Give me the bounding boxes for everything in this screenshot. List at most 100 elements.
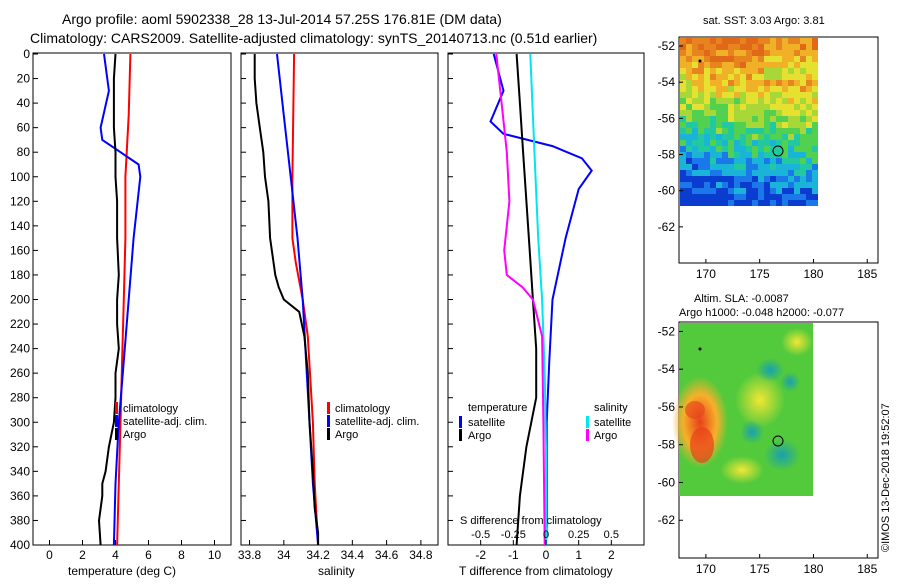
sst-cell [752, 158, 758, 164]
sst-cell [764, 134, 770, 140]
sst-cell [746, 44, 752, 50]
sst-cell [764, 80, 770, 86]
sst-cell [692, 68, 698, 74]
sst-cell [746, 38, 752, 44]
sst-cell [680, 200, 686, 206]
sst-cell [686, 182, 692, 188]
sst-cell [782, 44, 788, 50]
sst-cell [770, 128, 776, 134]
sst-cell [680, 134, 686, 140]
difference-s-tick-label: 0.5 [604, 529, 619, 541]
sst-cell [728, 158, 734, 164]
map-lon-tick-label: 180 [803, 562, 823, 576]
sst-cell [734, 92, 740, 98]
sst-cell [704, 86, 710, 92]
sst-cell [752, 38, 758, 44]
sst-cell [758, 122, 764, 128]
sst-cell [710, 140, 716, 146]
sst-cell [776, 164, 782, 170]
legend-swatch-satellite-adj [115, 415, 118, 427]
sst-cell [686, 38, 692, 44]
sst-cell [692, 80, 698, 86]
sst-cell [716, 62, 722, 68]
sst-cell [686, 62, 692, 68]
map-lon-tick-label: 170 [696, 267, 716, 281]
series-line-argo [253, 54, 320, 545]
sst-cell [710, 116, 716, 122]
sst-cell [788, 176, 794, 182]
sst-cell [776, 134, 782, 140]
sst-cell [686, 152, 692, 158]
sst-cell [812, 110, 818, 116]
sst-cell [722, 152, 728, 158]
sst-cell [710, 56, 716, 62]
sst-cell [686, 128, 692, 134]
sst-cell [806, 62, 812, 68]
sst-cell [812, 86, 818, 92]
sst-cell [770, 62, 776, 68]
sla-map-axes: 170 175 180 185 -52 -54 -56 -58 -60 -62 [658, 324, 878, 576]
sst-cell [728, 44, 734, 50]
sst-cell [794, 86, 800, 92]
sst-cell [692, 188, 698, 194]
sst-cell [764, 62, 770, 68]
sst-cell [728, 116, 734, 122]
difference-x-label: T difference from climatology [459, 564, 613, 578]
depth-tick-label: 220 [10, 317, 30, 331]
sst-cell [800, 188, 806, 194]
sst-cell [680, 122, 686, 128]
sst-cell [704, 188, 710, 194]
sst-cell [686, 98, 692, 104]
sst-cell [728, 122, 734, 128]
sst-cell [800, 134, 806, 140]
legend-heading-salinity: salinity [594, 402, 628, 414]
sst-cell [704, 134, 710, 140]
sst-cell [722, 98, 728, 104]
sst-cell [764, 68, 770, 74]
sst-cell [704, 98, 710, 104]
sst-cell [698, 104, 704, 110]
sst-cell [812, 134, 818, 140]
sst-cell [716, 122, 722, 128]
sst-cell [728, 194, 734, 200]
salinity-x-tick-label: 34.4 [341, 548, 365, 562]
sst-cell [710, 92, 716, 98]
sst-cell [686, 122, 692, 128]
temperature-x-tick-label: 6 [145, 548, 152, 562]
temperature-panel-frame [32, 52, 232, 546]
map-lon-tick-label: 175 [750, 562, 770, 576]
sst-cell [776, 74, 782, 80]
sst-cell [782, 194, 788, 200]
sst-cell [704, 116, 710, 122]
sst-cell [812, 38, 818, 44]
sst-cell [764, 164, 770, 170]
sst-cell [758, 194, 764, 200]
sst-cell [794, 182, 800, 188]
sst-cell [800, 56, 806, 62]
sst-cell [710, 122, 716, 128]
sst-cell [794, 110, 800, 116]
sst-cell [776, 38, 782, 44]
sst-cell [704, 146, 710, 152]
sst-cell [758, 134, 764, 140]
sst-cell [812, 152, 818, 158]
sst-cell [680, 44, 686, 50]
sst-cell [812, 164, 818, 170]
sst-cell [698, 158, 704, 164]
sst-cell [806, 200, 812, 206]
map-lat-tick-label: -56 [658, 400, 676, 414]
sst-cell [710, 146, 716, 152]
sst-cell [788, 56, 794, 62]
sst-cell [722, 194, 728, 200]
sst-cell [698, 182, 704, 188]
depth-tick-label: 20 [17, 72, 31, 86]
sst-cell [746, 122, 752, 128]
sst-cell [680, 86, 686, 92]
sst-map: 170 175 180 185 -52 -54 -56 -58 -60 -62 [658, 36, 879, 281]
sst-cell [704, 38, 710, 44]
sst-cell [686, 80, 692, 86]
sst-cell [686, 188, 692, 194]
sst-cell [716, 98, 722, 104]
sst-cell [806, 68, 812, 74]
legend-heading-temperature: temperature [468, 402, 527, 414]
